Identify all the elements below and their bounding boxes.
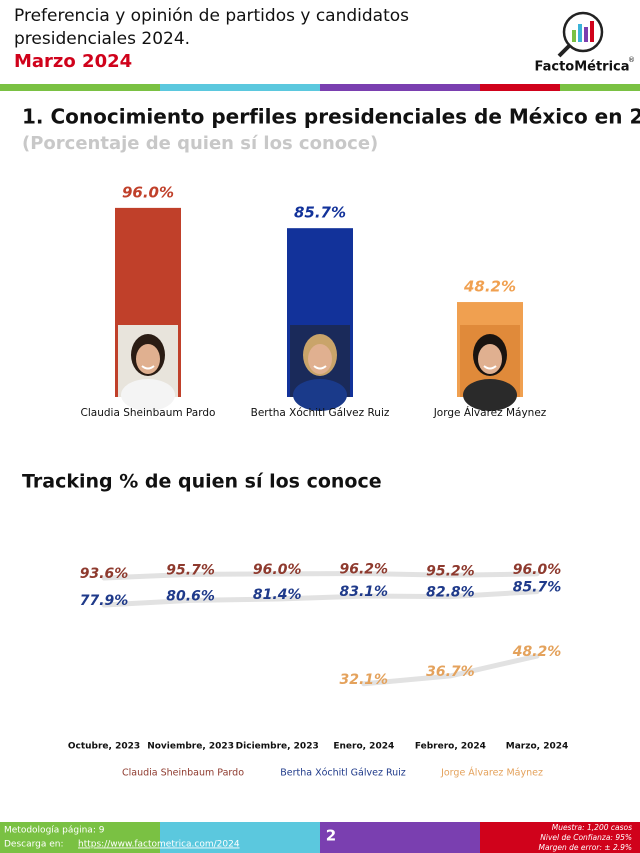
value-label: 48.2% (512, 644, 562, 660)
logo-icon (557, 11, 604, 58)
photo-smile (141, 365, 155, 370)
value-label: 80.6% (166, 588, 215, 604)
header-title: Preferencia y opinión de partidos y cand… (14, 6, 409, 26)
chart-subtitle: (Porcentaje de quien sí los conoce) (22, 133, 378, 154)
x-tick-label: Marzo, 2024 (506, 742, 569, 752)
footer-note: Margen de error: ± 2.9% (538, 843, 632, 852)
photo-shirt (463, 379, 517, 411)
page-number: 2 (326, 827, 336, 845)
value-label: 83.1% (340, 584, 389, 600)
x-tick-label: Jorge Álvarez Máynez (433, 406, 547, 419)
value-label: 96.2% (340, 562, 389, 578)
value-label: 85.7% (513, 580, 562, 596)
legend-label: Claudia Sheinbaum Pardo (122, 768, 244, 779)
footer-note: Muestra: 1,200 casos (552, 823, 632, 832)
chart-title: Tracking % de quien sí los conoce (22, 471, 382, 493)
value-label: 77.9% (80, 593, 129, 609)
x-tick-label: Enero, 2024 (333, 742, 394, 752)
value-label: 48.2% (463, 278, 516, 296)
series-line (361, 653, 540, 687)
methodology: Metodología página: 9 (4, 826, 105, 836)
chart-title: 1. Conocimiento perfiles presidenciales … (22, 105, 640, 129)
download-link[interactable]: https://www.factometrica.com/2024 (78, 840, 240, 850)
legend-label: Bertha Xóchitl Gálvez Ruiz (280, 768, 406, 779)
download-label: Descarga en: (4, 840, 64, 850)
value-label: 93.6% (80, 566, 129, 582)
value-label: 85.7% (294, 204, 346, 222)
photo-shirt (121, 379, 175, 411)
x-tick-label: Bertha Xóchitl Gálvez Ruiz (251, 407, 390, 419)
x-tick-label: Febrero, 2024 (415, 742, 486, 752)
footer (0, 822, 640, 853)
value-label: 95.7% (166, 562, 215, 578)
header-date: Marzo 2024 (14, 51, 132, 72)
value-label: 95.2% (426, 563, 475, 579)
legend-label: Jorge Álvarez Máynez (440, 767, 543, 779)
color-strip (0, 84, 640, 91)
candidate-photo (290, 325, 350, 411)
logo-text: FactoMétrica (534, 60, 629, 75)
header-title: presidenciales 2024. (14, 29, 190, 49)
value-label: 96.0% (253, 562, 302, 578)
value-label: 96.0% (122, 183, 174, 201)
candidate-photo (118, 325, 178, 411)
photo-smile (483, 365, 497, 370)
series-line (101, 571, 540, 581)
logo-mark: ® (628, 56, 635, 64)
x-tick-label: Noviembre, 2023 (147, 742, 234, 752)
photo-shirt (293, 379, 347, 411)
footer-note: Nivel de Confianza: 95% (540, 833, 632, 842)
photo-smile (313, 365, 327, 370)
series-line (101, 589, 540, 608)
value-label: 96.0% (513, 562, 562, 578)
value-label: 36.7% (426, 664, 475, 680)
candidate-photo (460, 325, 520, 411)
value-label: 32.1% (340, 672, 389, 688)
x-tick-label: Octubre, 2023 (68, 742, 140, 752)
value-label: 82.8% (426, 585, 475, 601)
x-tick-label: Diciembre, 2023 (236, 742, 319, 752)
value-label: 81.4% (253, 587, 302, 603)
x-tick-label: Claudia Sheinbaum Pardo (81, 407, 216, 419)
